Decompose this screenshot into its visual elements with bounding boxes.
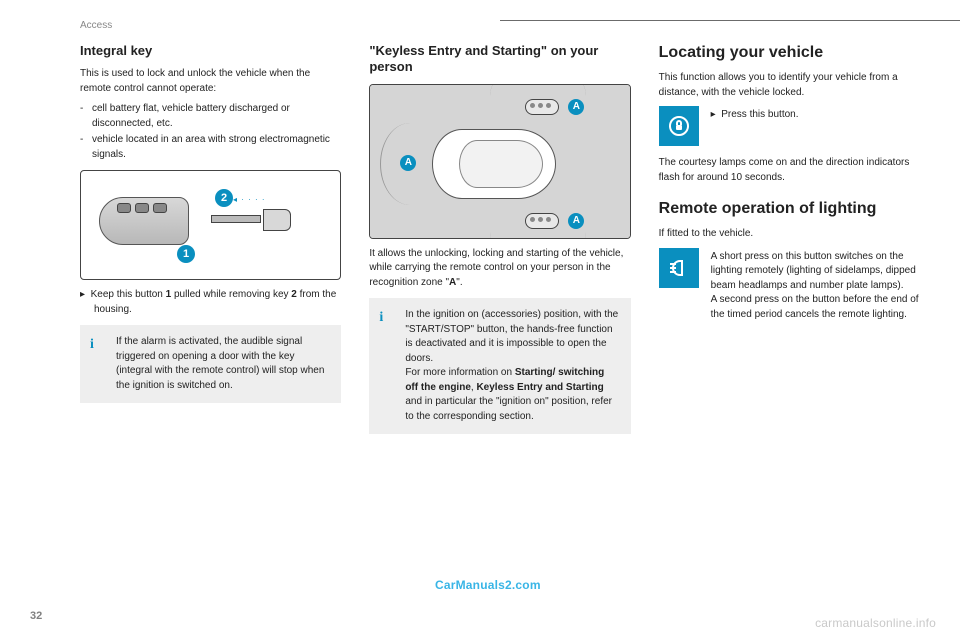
headlamp-button-icon <box>659 248 699 288</box>
keyless-paragraph: It allows the unlocking, locking and sta… <box>369 247 630 291</box>
column-3: Locating your vehicle This function allo… <box>659 43 920 434</box>
lock-button-icon <box>659 106 699 146</box>
motion-arrow-icon: ◂ · · · · <box>233 195 266 204</box>
callout-badge-1: 1 <box>177 245 195 263</box>
heading-remote-lighting: Remote operation of lighting <box>659 199 920 219</box>
zone-label-a: A <box>400 155 416 171</box>
step-prefix: ▸ <box>711 109 716 120</box>
vehicle-top-view-icon <box>432 129 556 199</box>
remote-fob-icon <box>525 213 559 229</box>
locating-after: The courtesy lamps come on and the direc… <box>659 156 920 185</box>
column-1: Integral key This is used to lock and un… <box>80 43 341 434</box>
heading-keyless: "Keyless Entry and Starting" on your per… <box>369 43 630 76</box>
figure-key-fob: ◂ · · · · 1 2 <box>80 170 341 280</box>
heading-locating: Locating your vehicle <box>659 43 920 63</box>
step-body: Keep this button 1 pulled while removing… <box>91 289 337 315</box>
lighting-sub: If fitted to the vehicle. <box>659 227 920 242</box>
column-2: "Keyless Entry and Starting" on your per… <box>369 43 630 434</box>
watermark-carmanualsonline: carmanualsonline.info <box>815 616 936 630</box>
top-divider <box>500 20 960 21</box>
lock-step-text: ▸ Press this button. <box>711 106 920 123</box>
zone-label-a: A <box>568 99 584 115</box>
step-text: ▸ Keep this button 1 pulled while removi… <box>80 288 341 317</box>
info-box-ignition: i In the ignition on (accessories) posit… <box>369 298 630 434</box>
info-icon: i <box>379 308 395 324</box>
columns: Integral key This is used to lock and un… <box>80 43 920 434</box>
section-label: Access <box>80 20 920 31</box>
list-item: cell battery flat, vehicle battery disch… <box>80 102 341 131</box>
manual-page: Access Integral key This is used to lock… <box>0 0 960 640</box>
heading-integral-key: Integral key <box>80 43 341 59</box>
fob-button-icon <box>117 203 131 213</box>
fob-button-icon <box>135 203 149 213</box>
info-text: In the ignition on (accessories) positio… <box>405 309 618 422</box>
key-blade <box>211 209 291 231</box>
zone-label-a: A <box>568 213 584 229</box>
remote-fob-icon <box>525 99 559 115</box>
watermark-carmanuals2: CarManuals2.com <box>435 578 541 592</box>
locating-intro: This function allows you to identify you… <box>659 71 920 100</box>
icon-row-lock: ▸ Press this button. <box>659 106 920 146</box>
reasons-list: cell battery flat, vehicle battery disch… <box>80 102 341 162</box>
icon-row-light: A short press on this button switches on… <box>659 248 920 323</box>
fob-button-icon <box>153 203 167 213</box>
callout-badge-2: 2 <box>215 189 233 207</box>
page-number: 32 <box>30 610 42 622</box>
intro-text: This is used to lock and unlock the vehi… <box>80 67 341 96</box>
list-item: vehicle located in an area with strong e… <box>80 133 341 162</box>
step-body: Press this button. <box>721 109 798 120</box>
info-box-alarm: i If the alarm is activated, the audible… <box>80 325 341 403</box>
info-icon: i <box>90 335 106 351</box>
figure-vehicle-top: A A A <box>369 84 630 239</box>
lighting-text: A short press on this button switches on… <box>711 248 920 323</box>
info-text: If the alarm is activated, the audible s… <box>116 336 324 391</box>
step-prefix: ▸ <box>80 289 85 300</box>
